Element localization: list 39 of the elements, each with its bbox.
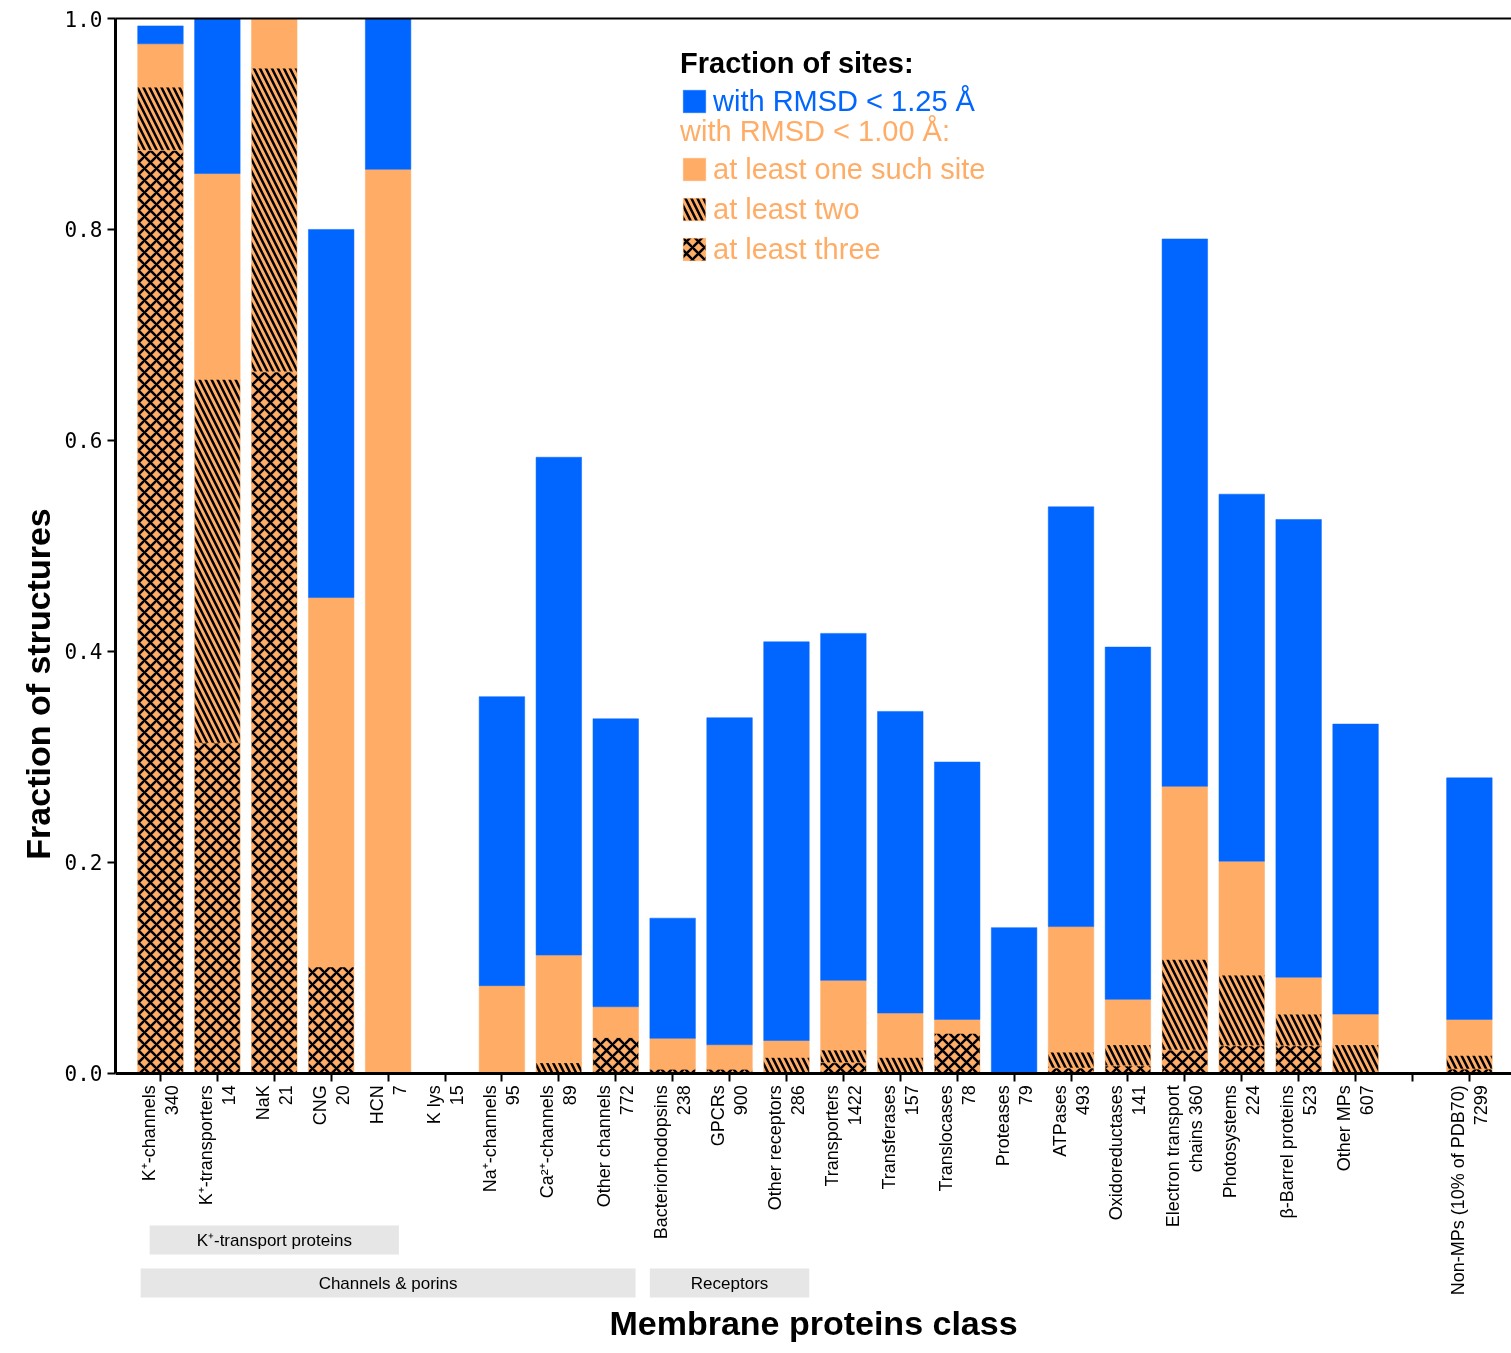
x-tick-label: Bacteriorhodopsins 238 bbox=[651, 1085, 695, 1240]
y-tick-label: 0.6 bbox=[64, 429, 103, 454]
x-tick-label: Transferases 157 bbox=[878, 1085, 922, 1190]
x-tick-label: HCN 7 bbox=[366, 1085, 410, 1125]
x-tick-label: Other MPs 607 bbox=[1334, 1085, 1378, 1172]
text: K⁺-transport proteins bbox=[196, 1230, 352, 1250]
x-tick-label: Proteases 79 bbox=[992, 1085, 1036, 1167]
x-tick-label: CNG 20 bbox=[309, 1085, 353, 1126]
x-tick-label: Translocases 78 bbox=[935, 1085, 979, 1192]
x-tick-label: Other channels 772 bbox=[594, 1085, 638, 1208]
x-tick-label: Transporters 1422 bbox=[821, 1085, 865, 1187]
y-tick-label: 0.0 bbox=[64, 1062, 103, 1087]
x-tick-label: Na⁺-channels 95 bbox=[480, 1085, 524, 1193]
x-tick-label: GPCRs 900 bbox=[708, 1085, 752, 1147]
x-tick-label: Non-MPs (10% of PDB70) 7299 bbox=[1447, 1085, 1491, 1296]
legend-title: Fraction of sites: bbox=[680, 46, 915, 80]
x-axis-title: Membrane proteins class bbox=[609, 1304, 1018, 1343]
x-tick-label: Ca²⁺-channels 89 bbox=[537, 1085, 581, 1199]
x-tick-label: β-Barrel proteins 523 bbox=[1277, 1085, 1321, 1219]
text: Channels & porins bbox=[318, 1273, 458, 1293]
x-tick-label: ATPases 493 bbox=[1049, 1085, 1093, 1157]
legend-label: at least one such site bbox=[713, 152, 986, 186]
x-tick-label: K lys 15 bbox=[423, 1085, 467, 1125]
x-tick-label: Other receptors 286 bbox=[764, 1085, 808, 1211]
y-tick-label: 0.8 bbox=[64, 218, 103, 243]
y-tick-label: 0.4 bbox=[64, 640, 103, 665]
text: Receptors bbox=[690, 1273, 769, 1293]
annotation: with RMSD < 1.00 Å: bbox=[680, 114, 951, 148]
y-axis-title: Fraction of structures bbox=[18, 508, 57, 860]
x-tick-label: Electron transport chains 360 bbox=[1163, 1085, 1207, 1228]
x-tick-label: Oxidoreductases 141 bbox=[1106, 1085, 1150, 1221]
x-tick-label: K⁺-transporters 14 bbox=[195, 1085, 239, 1206]
x-tick-label: NaK 21 bbox=[252, 1085, 296, 1121]
y-tick-label: 0.2 bbox=[64, 851, 103, 876]
legend-label: at least three bbox=[713, 232, 881, 266]
legend-label: at least two bbox=[713, 192, 860, 226]
x-tick-label: K⁺-channels 340 bbox=[138, 1085, 182, 1182]
y-tick-label: 1.0 bbox=[64, 7, 103, 32]
x-tick-label: Photosystems 224 bbox=[1220, 1085, 1264, 1199]
